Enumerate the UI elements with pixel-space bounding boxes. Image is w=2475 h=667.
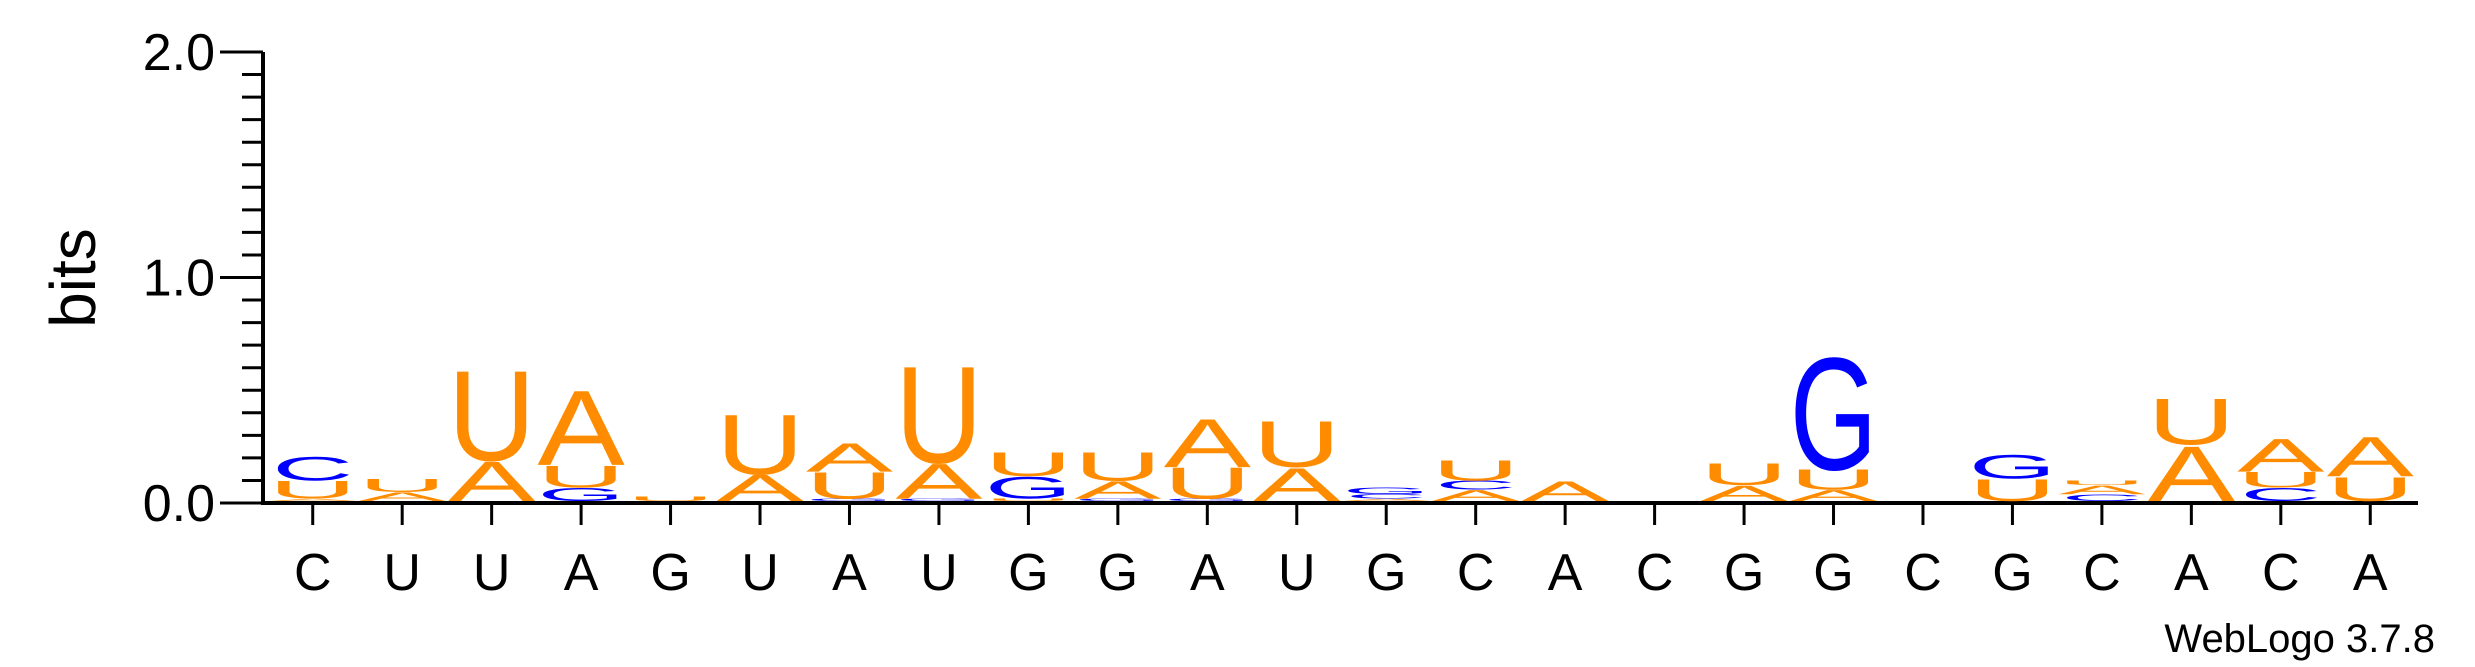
logo-letter-G: G: [1790, 326, 1877, 504]
logo-letter-U: U: [984, 445, 1072, 484]
logo-letter-G: G: [806, 498, 893, 502]
logo-letter-U: U: [806, 465, 894, 507]
logo-letter-C: C: [1435, 478, 1516, 492]
logo-letter-A: A: [1343, 498, 1431, 502]
x-tick-label: G: [1098, 544, 1138, 602]
logo-letter-A: A: [1700, 481, 1788, 506]
x-tick-label: C: [2083, 544, 2121, 602]
x-tick-label: C: [1904, 544, 1942, 602]
logo-letter-A: A: [1074, 476, 1161, 504]
logo-letter-U: U: [2237, 468, 2325, 493]
logo-letter-A: A: [359, 490, 446, 504]
x-tick-label: U: [383, 544, 421, 602]
x-tick-label: G: [1992, 544, 2032, 602]
logo-letter-C: C: [2240, 484, 2321, 505]
logo-letter-A: A: [1432, 487, 1519, 505]
logo-letter-A: A: [1164, 405, 1251, 482]
logo-letter-U: U: [537, 459, 625, 494]
logo-letter-G: G: [895, 498, 982, 502]
logo-letter-A: A: [537, 369, 625, 488]
logo-letter-A: A: [448, 450, 536, 513]
logo-letter-U: U: [1253, 407, 1341, 481]
x-tick-label: G: [1813, 544, 1853, 602]
x-tick-label: A: [1190, 544, 1225, 602]
logo-letter-A: A: [1522, 476, 1609, 508]
weblogo-credit: WebLogo 3.7.8: [2164, 617, 2435, 661]
x-tick-label: A: [564, 544, 599, 602]
logo-letter-A: A: [1253, 458, 1341, 511]
x-tick-label: A: [2353, 544, 2388, 602]
logo-letter-A: A: [269, 498, 357, 502]
logo-letter-A: A: [2327, 426, 2415, 489]
logo-letter-U: U: [895, 337, 983, 492]
x-tick-label: C: [1457, 544, 1495, 602]
logo-letter-U: U: [2326, 470, 2414, 509]
logo-letter-U: U: [716, 398, 804, 493]
logo-letter-U: U: [1074, 444, 1162, 490]
x-tick-label: U: [920, 544, 958, 602]
y-tick-label: 2.0: [143, 24, 215, 82]
logo-letter-G: G: [1164, 498, 1251, 502]
logo-letter-G: G: [1969, 447, 2056, 486]
logo-letter-A: A: [1790, 487, 1877, 505]
logo-letter-U: U: [358, 475, 446, 496]
logo-letter-C: C: [2061, 492, 2142, 503]
x-tick-label: G: [1366, 544, 1406, 602]
x-tick-label: U: [741, 544, 779, 602]
logo-letter-U: U: [448, 343, 536, 488]
x-tick-label: A: [1548, 544, 1583, 602]
logo-letter-G: G: [1074, 498, 1161, 502]
x-tick-label: A: [2174, 544, 2209, 602]
logo-letter-U: U: [1163, 459, 1251, 508]
logo-letter-C: C: [1346, 493, 1427, 500]
logo-letter-U: U: [269, 476, 357, 504]
y-ticks: 0.0 1.0 2.0: [143, 24, 263, 533]
logo-letter-G: G: [985, 471, 1072, 506]
logo-letter-U: U: [1700, 457, 1788, 492]
logo-letter-C: C: [272, 449, 353, 488]
x-tick-label: U: [473, 544, 511, 602]
logo-letter-U: U: [1790, 464, 1878, 496]
logo-letter-A: A: [806, 435, 894, 481]
logo-letter-U: U: [2058, 480, 2146, 487]
logo-letter-U: U: [1432, 455, 1520, 487]
y-axis-label: bits: [37, 228, 109, 328]
x-tick-label: G: [1724, 544, 1764, 602]
logo-letter-G: G: [1343, 486, 1430, 497]
x-tick-label: U: [1278, 544, 1316, 602]
logo-letter-U: U: [2147, 385, 2235, 459]
y-tick-label: 0.0: [143, 475, 215, 533]
y-tick-label: 1.0: [143, 250, 215, 308]
logo-letter-A: A: [895, 454, 982, 510]
x-tick-label: C: [294, 544, 332, 602]
x-tick-label: G: [1008, 544, 1048, 602]
logo-letter-U: U: [627, 495, 715, 502]
x-tick-label: C: [1636, 544, 1674, 602]
logo-letter-A: A: [2237, 429, 2325, 482]
logo-letter-G: G: [537, 484, 624, 505]
logo-letter-U: U: [1968, 472, 2056, 507]
logo-letter-A: A: [716, 467, 804, 509]
logo-letter-U: U: [984, 498, 1072, 502]
logo-letter-A: A: [2058, 483, 2145, 497]
x-tick-label: G: [650, 544, 690, 602]
x-tick-label: A: [832, 544, 867, 602]
x-tick-label: C: [2262, 544, 2300, 602]
